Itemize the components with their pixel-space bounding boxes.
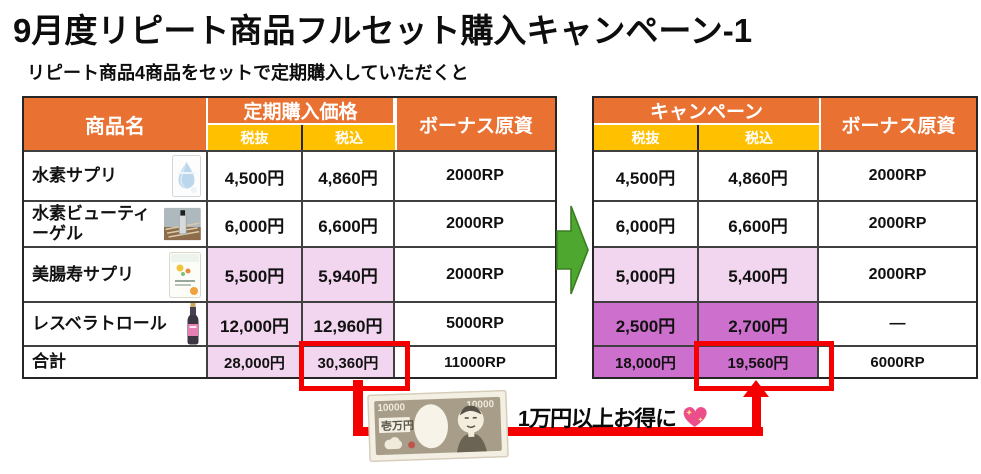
bonus-value: 2000RP	[395, 150, 555, 202]
campaign-tax-ex: 4,500円	[594, 150, 699, 202]
header-tax-excluded: 税抜	[594, 125, 699, 150]
price-tax-in: 4,860円	[303, 150, 395, 202]
svg-text:10000: 10000	[466, 399, 495, 411]
product-cell-hydrogen-supplement: 水素サプリ	[24, 150, 208, 202]
svg-text:壱万円: 壱万円	[381, 418, 414, 433]
campaign-tax-ex: 5,000円	[594, 248, 699, 303]
total-tax-ex: 28,000円	[208, 347, 303, 377]
price-tax-in: 5,940円	[303, 248, 395, 303]
transform-arrow-icon	[556, 205, 589, 295]
bichoju-supplement-pack-image	[169, 251, 201, 298]
header-bonus: ボーナス原資	[395, 98, 555, 150]
product-name: 美腸寿サプリ	[32, 264, 134, 284]
regular-price-table: 商品名 定期購入価格 税抜 税込 ボーナス原資 水素サプリ 4,500円 4,8…	[22, 96, 557, 379]
price-tax-in: 12,960円	[303, 303, 395, 347]
bonus-value: 5000RP	[395, 303, 555, 347]
header-tax-excluded: 税抜	[208, 125, 303, 150]
product-name: レスベラトロール	[32, 314, 167, 334]
bonus-value: 2000RP	[395, 248, 555, 303]
campaign-price-table: キャンペーン 税抜 税込 ボーナス原資 4,500円 4,860円 2000RP…	[592, 96, 978, 379]
price-tax-ex: 5,500円	[208, 248, 303, 303]
sparkling-heart-icon	[683, 407, 707, 427]
campaign-tax-in: 4,860円	[699, 150, 819, 202]
product-name: 水素サプリ	[32, 166, 117, 186]
10000-yen-bill-illustration: 10000 10000 壱万円	[367, 389, 509, 463]
hydrogen-beauty-gel-image	[164, 207, 201, 241]
product-cell-hydrogen-beauty-gel: 水素ビューティーゲル	[24, 202, 208, 248]
campaign-tax-in: 5,400円	[699, 248, 819, 303]
header-bonus: ボーナス原資	[819, 98, 976, 150]
savings-arrow-up-icon	[743, 380, 769, 397]
campaign-bonus-dash: —	[819, 303, 976, 347]
campaign-bonus: 2000RP	[819, 150, 976, 202]
campaign-total-tax-in: 19,560円	[699, 347, 819, 377]
campaign-total-tax-ex: 18,000円	[594, 347, 699, 377]
campaign-total-bonus: 6000RP	[870, 353, 925, 371]
price-tax-ex: 6,000円	[208, 202, 303, 248]
product-cell-resveratrol: レスベラトロール	[24, 303, 208, 347]
savings-callout: 1万円以上お得に	[517, 401, 708, 433]
campaign-tax-in: 2,700円	[699, 303, 819, 347]
price-tax-in: 6,600円	[303, 202, 395, 248]
header-tax-included: 税込	[699, 125, 819, 150]
total-label: 合計	[24, 347, 208, 377]
campaign-tax-ex: 2,500円	[594, 303, 699, 347]
savings-callout-text: 1万円以上お得に	[517, 406, 677, 431]
price-tax-ex: 4,500円	[208, 150, 303, 202]
total-bonus: 11000RP	[444, 353, 506, 371]
header-regular-price: 定期購入価格	[208, 98, 395, 125]
bonus-value: 2000RP	[395, 202, 555, 248]
header-campaign: キャンペーン	[594, 98, 819, 125]
page-title: 9月度リピート商品フルセット購入キャンペーン-1	[13, 12, 753, 49]
campaign-bonus: 2000RP	[819, 202, 976, 248]
savings-connector-line	[752, 395, 761, 431]
resveratrol-bottle-image	[187, 303, 199, 345]
campaign-bonus: 2000RP	[819, 248, 976, 303]
savings-connector-line	[353, 380, 363, 436]
campaign-tax-in: 6,600円	[699, 202, 819, 248]
savings-connector-line	[353, 427, 763, 436]
header-tax-included: 税込	[303, 125, 395, 150]
product-cell-bichoju-supplement: 美腸寿サプリ	[24, 248, 208, 303]
total-tax-in: 30,360円	[303, 347, 395, 377]
subtitle: リピート商品4商品をセットで定期購入していただくと	[27, 63, 469, 83]
hydrogen-supplement-pack-image	[172, 155, 201, 197]
header-product-name: 商品名	[24, 98, 208, 150]
price-tax-ex: 12,000円	[208, 303, 303, 347]
product-name: 水素ビューティーゲル	[32, 204, 150, 243]
svg-text:10000: 10000	[377, 402, 406, 414]
campaign-tax-ex: 6,000円	[594, 202, 699, 248]
